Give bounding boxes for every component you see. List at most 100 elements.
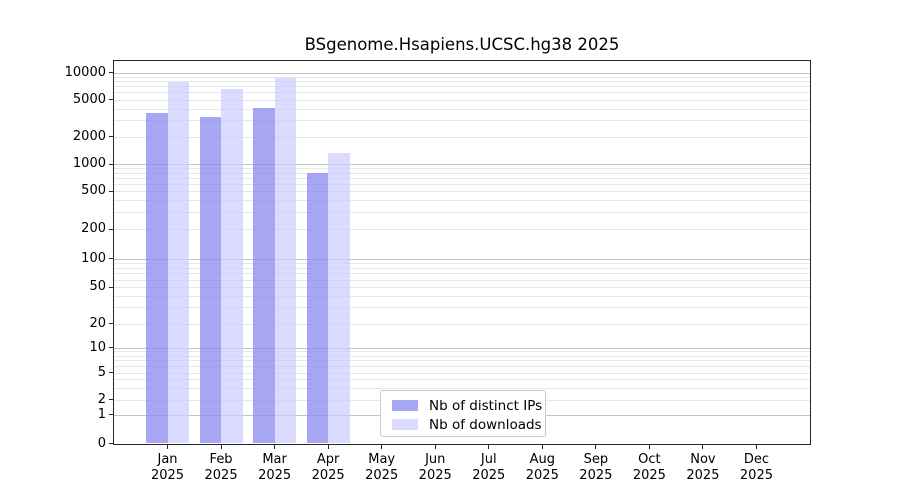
bar-apr-distinct-ips [306,172,329,444]
x-tick-mark [274,444,276,449]
x-tick-mark [327,444,329,449]
minor-gridline [114,168,810,170]
x-tick-label-jun: Jun 2025 [418,452,452,483]
x-tick-mark [541,444,543,449]
x-tick-label-aug: Aug 2025 [525,452,559,483]
minor-gridline [114,355,810,357]
y-tick-label: 2 [97,391,106,407]
minor-gridline [114,177,810,179]
bar-feb-distinct-ips [199,116,222,444]
x-tick-label-sep: Sep 2025 [579,452,613,483]
gridline [114,136,810,138]
gridline [114,258,810,260]
x-tick-label-oct: Oct 2025 [632,452,666,483]
y-tick-mark [109,163,113,165]
minor-gridline [114,351,810,353]
minor-gridline [114,81,810,83]
y-tick-label: 5000 [72,91,106,107]
gridline [114,99,810,101]
y-tick-label: 10 [89,339,106,355]
gridline [114,287,810,288]
legend-label-distinct-ips: Nb of distinct IPs [429,397,543,414]
x-tick-label-jan: Jan 2025 [150,452,185,483]
legend-item-downloads: Nb of downloads [381,415,545,434]
y-tick-mark [109,399,113,400]
x-tick-mark [755,444,757,449]
gridline [114,229,810,230]
x-tick-mark [648,444,650,449]
x-tick-mark [381,444,383,449]
y-tick-mark [109,372,113,373]
gridline [114,191,810,192]
minor-gridline [114,108,810,110]
minor-gridline [114,307,810,309]
y-tick-mark [109,136,113,137]
y-tick-label: 10000 [64,64,106,80]
y-tick-label: 1 [97,406,106,422]
y-tick-mark [109,347,113,348]
distinct-ips-swatch [392,400,418,411]
y-tick-mark [109,190,113,192]
minor-gridline [114,212,810,214]
minor-gridline [114,183,810,185]
y-tick-mark [109,72,113,73]
y-tick-label: 0 [97,435,106,451]
minor-gridline [114,200,810,202]
gridline [114,347,810,349]
minor-gridline [114,262,810,264]
y-tick-label: 20 [89,315,106,331]
x-tick-label-may: May 2025 [365,452,399,483]
minor-gridline [114,92,810,94]
y-tick-mark [109,414,113,415]
y-tick-label: 1000 [72,156,106,171]
x-tick-mark [220,444,222,449]
chart-title: BSgenome.Hsapiens.UCSC.hg38 2025 [304,35,620,54]
y-tick-mark [109,99,113,100]
x-tick-label-feb: Feb 2025 [204,452,238,483]
y-tick-mark [109,443,113,444]
minor-gridline [114,86,810,88]
minor-gridline [114,387,810,389]
gridline [114,372,810,374]
gridline [114,72,810,74]
plot-area [113,60,811,445]
legend: Nb of distinct IPs Nb of downloads [380,390,546,437]
minor-gridline [114,120,810,122]
bar-jan-distinct-ips [146,113,168,444]
bar-apr-downloads [328,153,350,444]
y-tick-mark [109,258,113,259]
gridline [114,323,810,325]
x-tick-label-nov: Nov 2025 [686,452,720,483]
bar-feb-downloads [221,88,243,444]
x-tick-label-apr: Apr 2025 [311,452,345,483]
y-tick-mark [109,228,113,230]
minor-gridline [114,295,810,297]
minor-gridline [114,365,810,367]
minor-gridline [114,267,810,269]
minor-gridline [114,273,810,275]
gridline [114,164,810,165]
x-tick-label-jul: Jul 2025 [472,452,506,483]
bar-mar-downloads [274,78,297,444]
x-tick-mark [702,444,704,449]
x-tick-mark [167,444,169,449]
x-tick-mark [434,444,436,449]
legend-label-downloads: Nb of downloads [429,416,542,433]
y-tick-label: 200 [81,221,106,236]
y-tick-label: 500 [81,183,106,198]
downloads-swatch [392,419,418,430]
minor-gridline [114,172,810,174]
x-tick-label-mar: Mar 2025 [258,452,292,483]
y-tick-label: 100 [81,250,106,266]
x-tick-mark [595,444,597,449]
bar-mar-distinct-ips [253,107,275,444]
y-tick-label: 5 [97,364,106,380]
x-tick-label-dec: Dec 2025 [739,452,773,483]
minor-gridline [114,379,810,381]
minor-gridline [114,360,810,362]
bar-jan-downloads [167,81,190,444]
y-tick-label: 50 [89,279,106,294]
x-tick-mark [488,444,490,449]
y-tick-label: 2000 [72,128,106,144]
